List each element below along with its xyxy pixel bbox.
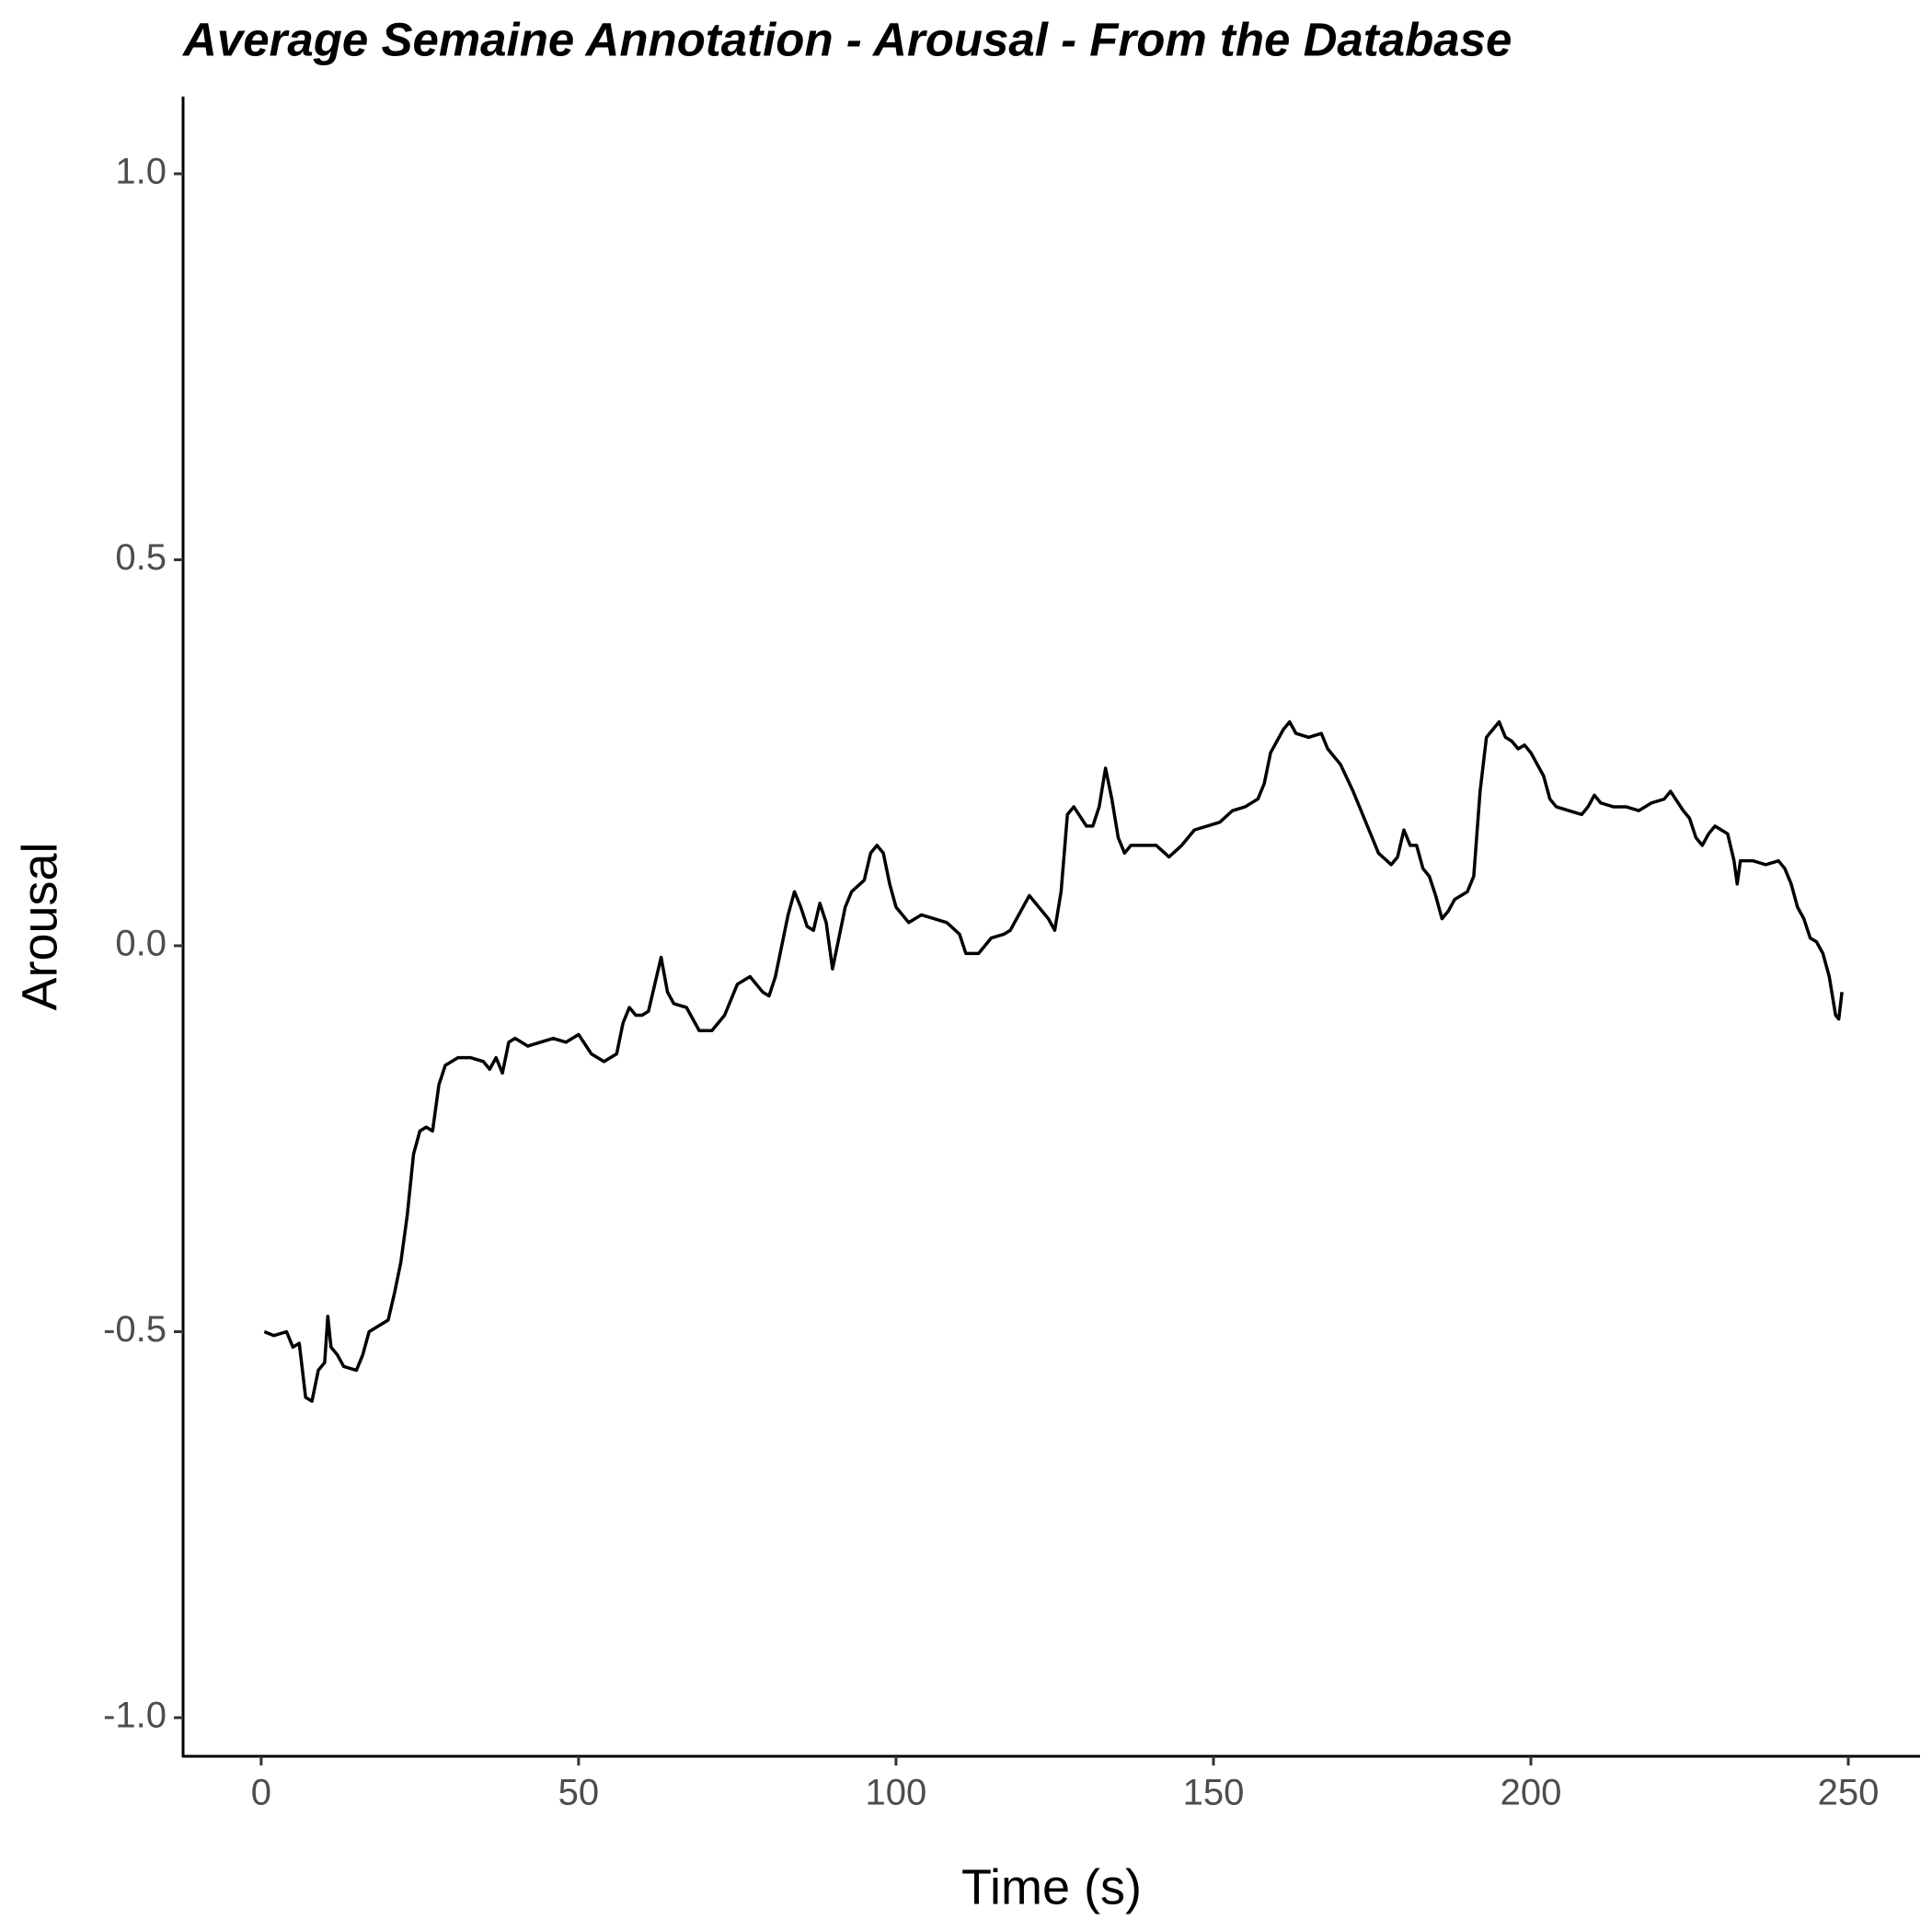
line [263, 719, 1844, 1403]
y-tick-label: -1.0 [103, 1696, 167, 1736]
x-tick-label: 150 [1183, 1773, 1245, 1813]
x-tick-label: 250 [1818, 1773, 1880, 1813]
y-tick-label: -0.5 [103, 1309, 167, 1350]
y-tick-label: 1.0 [115, 151, 167, 191]
x-tick-label: 100 [866, 1773, 927, 1813]
y-tick-label: 0.5 [115, 537, 167, 578]
x-tick-label: 200 [1501, 1773, 1562, 1813]
chart-title: Average Semaine Annotation - Arousal - F… [181, 13, 1512, 65]
x-tick-label: 50 [558, 1773, 600, 1813]
x-tick-label: 0 [251, 1773, 271, 1813]
x-axis-title: Time (s) [961, 1859, 1142, 1915]
y-tick-label: 0.0 [115, 924, 167, 964]
y-axis-title: Arousal [12, 842, 67, 1010]
